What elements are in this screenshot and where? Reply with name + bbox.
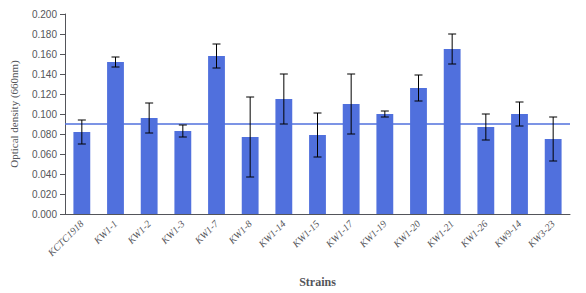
svg-text:KW1-1: KW1-1 xyxy=(91,218,119,246)
svg-text:KW1-15: KW1-15 xyxy=(289,218,321,250)
svg-text:KW3-23: KW3-23 xyxy=(525,218,557,250)
svg-text:0.120: 0.120 xyxy=(32,89,57,100)
svg-text:KW9-14: KW9-14 xyxy=(491,218,523,250)
svg-text:Optical density (660nm): Optical density (660nm) xyxy=(8,60,21,168)
svg-text:KW1-17: KW1-17 xyxy=(323,217,356,250)
svg-text:KW1-14: KW1-14 xyxy=(256,218,288,250)
svg-text:KW1-21: KW1-21 xyxy=(424,218,456,250)
svg-text:KW1-3: KW1-3 xyxy=(158,218,186,246)
svg-text:0.020: 0.020 xyxy=(32,189,57,200)
svg-text:0.160: 0.160 xyxy=(32,49,57,60)
svg-text:KW1-7: KW1-7 xyxy=(192,217,221,246)
svg-text:0.000: 0.000 xyxy=(32,209,57,220)
svg-text:0.100: 0.100 xyxy=(32,109,57,120)
svg-text:KW1-20: KW1-20 xyxy=(390,218,422,250)
svg-text:KW1-8: KW1-8 xyxy=(226,218,254,246)
svg-text:0.200: 0.200 xyxy=(32,9,57,20)
svg-text:0.060: 0.060 xyxy=(32,149,57,160)
svg-text:KW1-26: KW1-26 xyxy=(458,218,490,250)
svg-text:0.180: 0.180 xyxy=(32,29,57,40)
svg-text:KW1-2: KW1-2 xyxy=(125,218,153,246)
svg-text:0.040: 0.040 xyxy=(32,169,57,180)
svg-text:Strains: Strains xyxy=(299,275,336,289)
svg-text:0.140: 0.140 xyxy=(32,69,57,80)
svg-text:0.080: 0.080 xyxy=(32,129,57,140)
svg-text:KCTC1918: KCTC1918 xyxy=(45,218,86,259)
svg-text:KW1-19: KW1-19 xyxy=(357,218,389,250)
